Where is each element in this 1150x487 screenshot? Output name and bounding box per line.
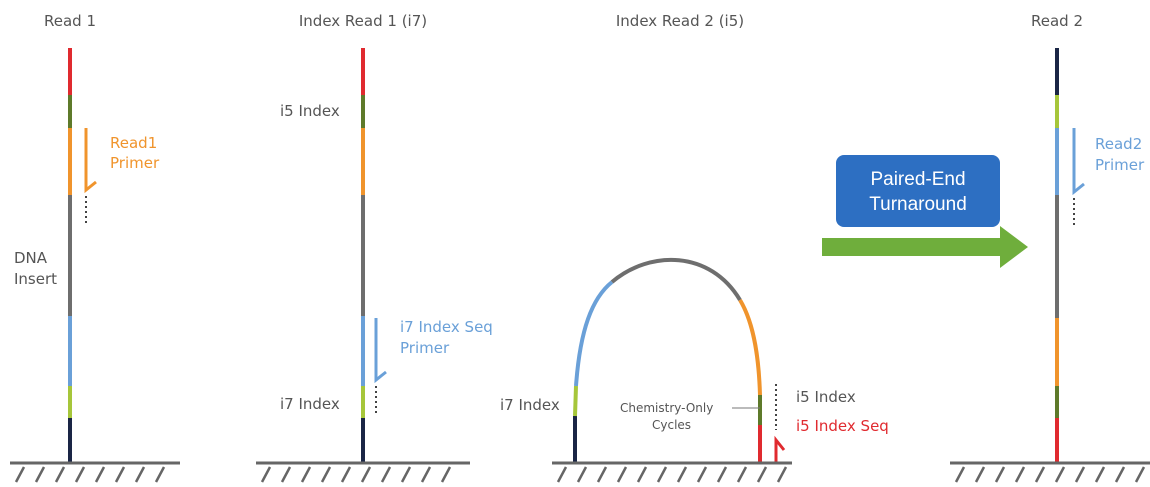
chemistry-only-label-1: Chemistry-Only xyxy=(620,401,713,415)
index-read1-i5-label: i5 Index xyxy=(280,102,340,120)
read1-ground xyxy=(10,461,180,483)
index-read2-i5-label: i5 Index xyxy=(796,388,856,406)
turnaround-box xyxy=(836,155,1000,227)
panel-read1: Read 1 Read1 Primer DNA Insert xyxy=(10,12,180,483)
read2-primer-label-1: Read2 xyxy=(1095,135,1142,153)
index-read1-primer-label-1: i7 Index Seq xyxy=(400,318,493,336)
bridge-seg-orange xyxy=(738,298,762,396)
read2-title: Read 2 xyxy=(1031,12,1083,30)
bridge-seg-lime xyxy=(573,385,578,417)
panel-read2: Read 2 Read2 Primer xyxy=(950,12,1150,483)
index-read1-primer-arrow xyxy=(374,318,387,384)
bridge-seg-gray xyxy=(610,257,742,302)
index-read2-primer-arrow xyxy=(774,435,786,463)
index-read1-primer-label-2: Primer xyxy=(400,339,450,357)
read1-primer-label-2: Primer xyxy=(110,154,160,172)
turnaround-group: Paired-End Turnaround xyxy=(822,155,1028,268)
bridge-seg-blue xyxy=(574,280,614,387)
chemistry-only-label-2: Cycles xyxy=(652,418,691,432)
turnaround-label-1: Paired-End xyxy=(870,169,965,190)
read1-title: Read 1 xyxy=(44,12,96,30)
turnaround-label-2: Turnaround xyxy=(869,194,967,215)
index-read2-i5-seq-label: i5 Index Seq xyxy=(796,417,889,435)
read2-primer-arrow xyxy=(1072,128,1085,196)
panel-index-read1: Index Read 1 (i7) i5 Index i7 Index Seq … xyxy=(256,12,493,483)
index-read2-title: Index Read 2 (i5) xyxy=(616,12,744,30)
index-read1-ground xyxy=(256,461,470,483)
read2-primer-label-2: Primer xyxy=(1095,156,1145,174)
panel-index-read2: Index Read 2 (i5) i7 Index Chemistry-Onl… xyxy=(500,12,889,483)
read1-insert-label-2: Insert xyxy=(14,270,57,288)
read1-primer-label-1: Read1 xyxy=(110,134,157,152)
read1-insert-label-1: DNA xyxy=(14,249,48,267)
turnaround-arrow-icon xyxy=(822,226,1028,268)
index-read1-i7-label: i7 Index xyxy=(280,395,340,413)
read1-primer-arrow xyxy=(84,128,97,194)
index-read1-title: Index Read 1 (i7) xyxy=(299,12,427,30)
index-read2-ground xyxy=(552,461,792,483)
index-read2-bridge xyxy=(573,257,762,463)
read2-ground xyxy=(950,461,1150,483)
index-read2-i7-label: i7 Index xyxy=(500,396,560,414)
